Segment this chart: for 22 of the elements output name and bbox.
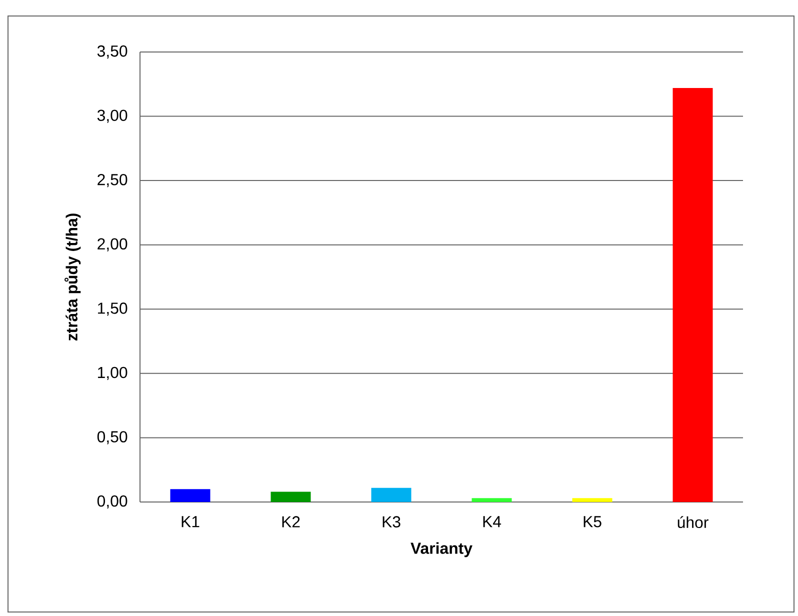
- x-tick-label: K2: [282, 516, 300, 528]
- x-tick-label: úhor: [678, 516, 708, 528]
- x-tick-label: K5: [584, 516, 602, 528]
- x-tick-label: K4: [483, 516, 502, 528]
- y-tick-label: 1,50: [98, 302, 128, 316]
- y-tick-label: 3,00: [97, 110, 128, 123]
- bar: [270, 492, 311, 502]
- y-tick-label: 2,50: [98, 174, 128, 188]
- bar: [472, 498, 512, 502]
- y-tick-label: 3,50: [97, 45, 128, 59]
- x-tick-label: K3: [382, 516, 400, 528]
- y-tick-label: 0,00: [97, 495, 128, 509]
- bar: [371, 488, 412, 502]
- x-axis-title: Varianty: [410, 542, 472, 558]
- x-tick-label: K1: [182, 516, 200, 528]
- bar: [170, 489, 210, 502]
- y-axis-title: ztráta půdy (t/ha): [64, 214, 81, 341]
- y-tick-label: 0,50: [97, 431, 128, 444]
- bar: [672, 88, 713, 502]
- y-tick-label: 1,00: [98, 366, 128, 380]
- bar: [572, 498, 612, 502]
- y-tick-label: 2,00: [98, 238, 128, 252]
